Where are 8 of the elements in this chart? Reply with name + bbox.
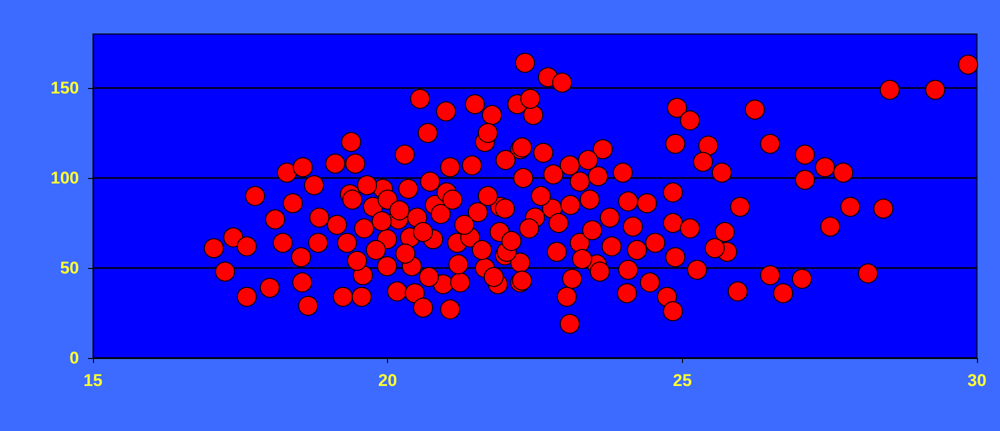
y-tick-label: 50 (60, 258, 79, 278)
y-tick-label: 0 (70, 348, 79, 368)
y-tick-label: 100 (50, 168, 79, 188)
y-tick-label: 150 (50, 78, 79, 98)
x-tick-label: 15 (84, 371, 102, 390)
x-tick-label: 20 (378, 371, 398, 390)
x-tick-label: 25 (672, 371, 692, 390)
x-tick-label: 30 (968, 371, 986, 390)
